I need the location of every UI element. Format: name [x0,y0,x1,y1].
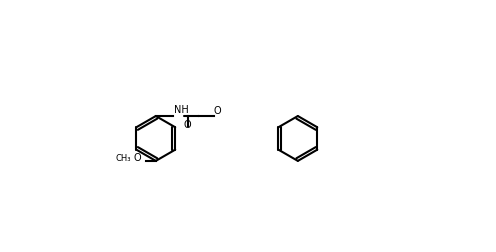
Text: O: O [183,120,191,131]
Text: O: O [133,153,141,163]
Text: NH: NH [175,105,189,115]
Text: O: O [213,106,221,115]
Text: CH₃: CH₃ [116,154,131,163]
